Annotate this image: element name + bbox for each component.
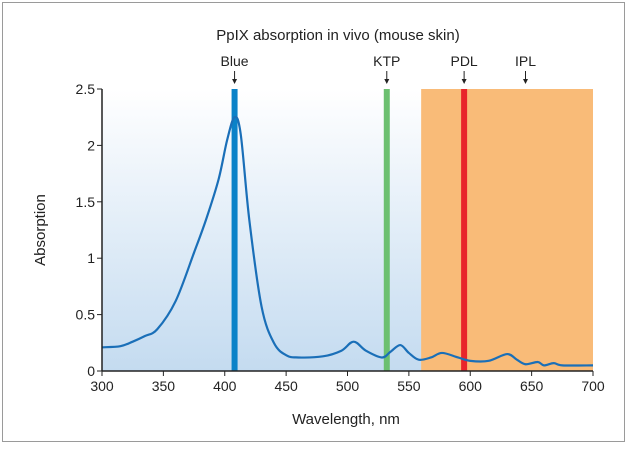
- x-tick-label: 300: [90, 378, 114, 394]
- absorption-curve: [101, 115, 594, 367]
- y-tick-label: 1.5: [76, 194, 96, 210]
- x-tick-label: 650: [520, 378, 544, 394]
- pdl-label: PDL: [450, 53, 477, 69]
- pdl-line: [461, 89, 468, 371]
- ipl-band: [421, 89, 593, 371]
- ipl-label: IPL: [515, 53, 536, 69]
- x-tick-label: 550: [397, 378, 421, 394]
- ktp-arrow-head: [384, 79, 390, 84]
- y-tick-label: 2.5: [76, 81, 96, 97]
- x-tick-label: 500: [336, 378, 360, 394]
- chart-title: PpIX absorption in vivo (mouse skin): [216, 27, 459, 44]
- y-tick-label: 0: [87, 363, 95, 379]
- blue-label: Blue: [221, 53, 249, 69]
- y-axis-label: Absorption: [32, 194, 49, 266]
- x-tick-label: 600: [459, 378, 483, 394]
- x-tick-label: 350: [152, 378, 176, 394]
- figure-frame: [2, 2, 625, 442]
- y-tick-label: 1: [87, 250, 95, 266]
- ipl-arrow-head: [522, 79, 528, 84]
- ktp-line: [383, 89, 390, 371]
- x-axis-label: Wavelength, nm: [292, 411, 400, 428]
- y-tick-label: 2: [87, 137, 95, 153]
- x-tick-label: 450: [274, 378, 298, 394]
- x-tick-label: 400: [213, 378, 237, 394]
- blue-line: [231, 89, 238, 371]
- pdl-arrow-head: [461, 79, 467, 84]
- x-tick-label: 700: [581, 378, 605, 394]
- y-tick-label: 0.5: [76, 307, 96, 323]
- ktp-label: KTP: [373, 53, 400, 69]
- blue-arrow-head: [232, 79, 238, 84]
